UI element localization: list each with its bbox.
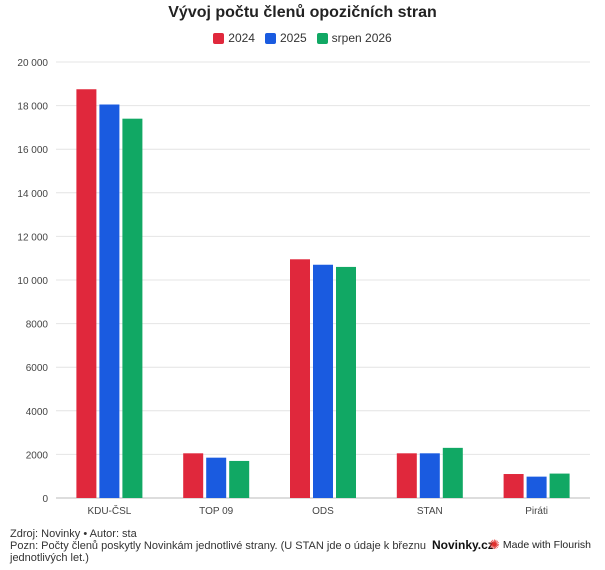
novinky-logo[interactable]: Novinky.cz — [432, 538, 494, 552]
y-tick-label: 12 000 — [17, 232, 48, 243]
bar — [526, 476, 547, 498]
legend-swatch-srpen-2026 — [316, 32, 328, 44]
explanatory-note: Pozn: Počty členů poskytly Novinkám jedn… — [10, 540, 426, 564]
y-tick-label: 20 000 — [17, 58, 48, 69]
x-tick-label: Piráti — [525, 506, 548, 517]
legend-label-2024: 2024 — [228, 31, 255, 45]
legend-item-2024[interactable]: 2024 — [213, 31, 255, 45]
bar — [503, 474, 524, 498]
x-tick-label: ODS — [312, 506, 334, 517]
y-tick-label: 0 — [42, 494, 48, 505]
bar — [336, 266, 356, 498]
y-tick-label: 4000 — [26, 407, 49, 418]
legend-label-srpen-2026: srpen 2026 — [331, 31, 392, 45]
legend-item-2025[interactable]: 2025 — [264, 31, 307, 45]
bar — [396, 453, 417, 498]
bar — [183, 453, 204, 498]
y-tick-label: 2000 — [26, 450, 49, 461]
chart-footer: Zdroj: Novinky • Autor: sta Pozn: Počty … — [10, 528, 430, 564]
flourish-star-icon: ✺ — [489, 537, 500, 552]
bar — [229, 460, 250, 498]
y-tick-label: 18 000 — [17, 102, 48, 113]
legend-item-srpen-2026[interactable]: srpen 2026 — [316, 31, 392, 45]
y-tick-label: 10 000 — [17, 276, 48, 287]
legend-label-2025: 2025 — [279, 31, 307, 45]
bar-chart: 0 2000 4000 6000 8000 10 000 12 000 14 000 16 00… — [17, 58, 590, 517]
bar — [99, 104, 120, 498]
bar — [290, 259, 310, 498]
flourish-credit[interactable]: ✺ Made with Flourish — [489, 537, 592, 552]
flourish-label: Made with Flourish — [502, 539, 592, 551]
source-note: Zdroj: Novinky • Autor: sta — [10, 528, 137, 540]
x-tick-label: TOP 09 — [199, 506, 234, 517]
x-tick-label: STAN — [417, 506, 443, 517]
legend-swatch-2025 — [264, 32, 276, 44]
legend-swatch-2024 — [213, 32, 225, 44]
bar — [76, 89, 97, 498]
y-tick-label: 8000 — [26, 320, 49, 331]
y-tick-label: 14 000 — [17, 189, 48, 200]
bar — [313, 264, 333, 498]
chart-legend: 2024 2025 srpen 2026 — [0, 31, 605, 45]
bar — [442, 447, 463, 498]
bar — [419, 453, 440, 498]
y-tick-label: 6000 — [26, 363, 49, 374]
chart-title: Vývoj počtu členů opozičních stran — [168, 4, 437, 21]
bar — [206, 457, 227, 498]
y-tick-label: 16 000 — [17, 145, 48, 156]
x-tick-label: KDU-ČSL — [87, 504, 131, 517]
bar — [122, 118, 143, 499]
bar — [549, 473, 570, 498]
